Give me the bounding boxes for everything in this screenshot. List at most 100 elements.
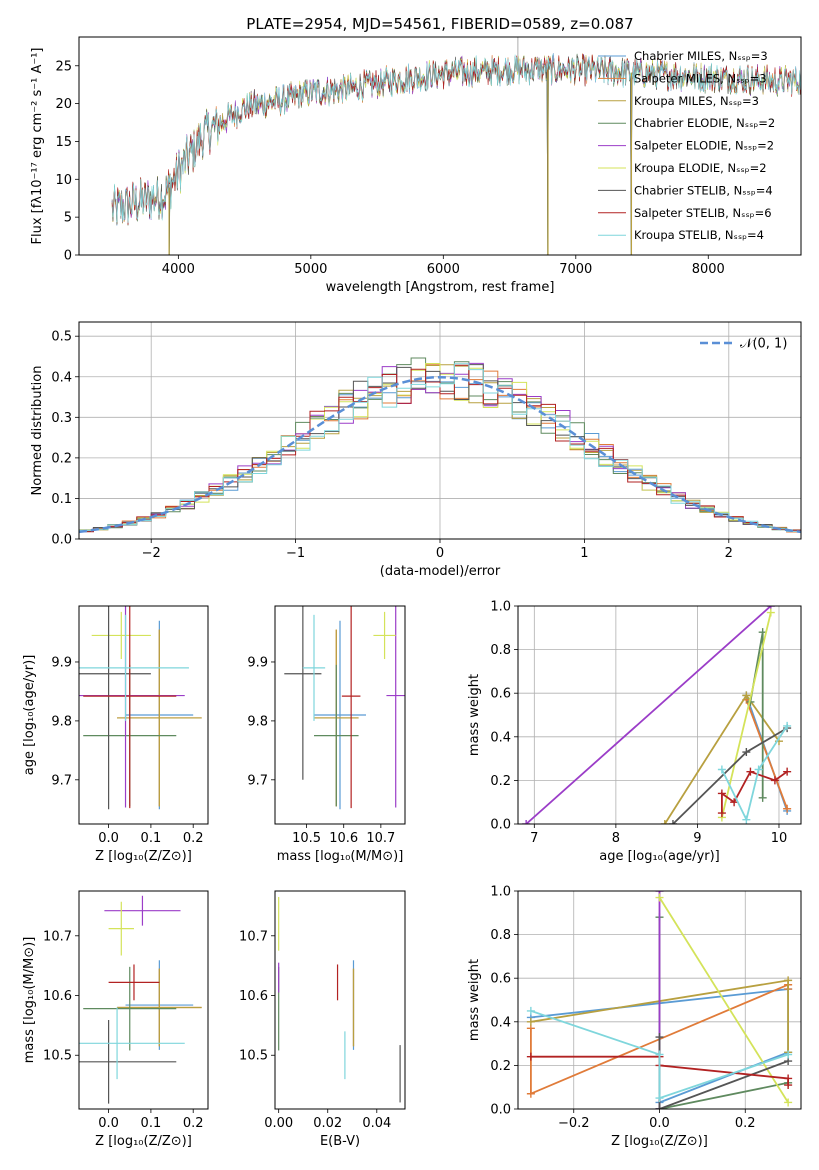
weight-point-marker bbox=[717, 789, 726, 798]
errorbar-point bbox=[117, 968, 202, 1047]
x-tick-label: 0 bbox=[436, 546, 444, 561]
weight-point-marker bbox=[526, 1017, 535, 1026]
errorbar-point bbox=[91, 611, 151, 660]
weight-point-marker bbox=[742, 815, 751, 824]
y-tick-label: 9.9 bbox=[247, 655, 268, 670]
weight-series-line bbox=[745, 699, 788, 810]
y-tick-label: 9.7 bbox=[247, 773, 268, 788]
y-tick-label: 0.2 bbox=[51, 451, 72, 466]
y-tick-label: 0.4 bbox=[490, 1015, 511, 1030]
y-axis-label: Normed distribution bbox=[30, 366, 45, 496]
y-tick-label: 10.5 bbox=[43, 1049, 72, 1064]
weight-point-marker bbox=[522, 820, 531, 824]
plot-area-spectrum bbox=[111, 37, 801, 255]
errorbar-point bbox=[83, 606, 177, 809]
weight-series-line bbox=[525, 606, 772, 824]
weight-point-marker bbox=[784, 1081, 793, 1090]
x-tick-label: 0.2 bbox=[735, 1116, 756, 1131]
weight-point-marker bbox=[783, 767, 792, 776]
errorbar-point bbox=[373, 611, 396, 660]
plot-area-residuals bbox=[79, 357, 801, 534]
plot-area-age-vs-Z bbox=[79, 606, 202, 810]
x-tick-label: 10.7 bbox=[366, 831, 395, 846]
residuals-legend: 𝒩(0, 1) bbox=[700, 337, 787, 352]
y-tick-label: 0.0 bbox=[490, 1103, 511, 1118]
y-tick-label: 10.5 bbox=[239, 1049, 268, 1064]
x-tick-label: 10.5 bbox=[292, 831, 321, 846]
panel-mass-vs-Z: 0.0 0.1 0.2 10.5 10.6 10.7 Z [log₁₀(Z/Z⊙)] mass… bbox=[22, 890, 209, 1149]
x-axis-label: mass [log₁₀(M/M⊙)] bbox=[277, 849, 404, 864]
weight-point-marker bbox=[655, 893, 664, 902]
y-tick-label: 0.5 bbox=[51, 330, 72, 345]
y-tick-label: 0.6 bbox=[490, 972, 511, 987]
y-tick-label: 0.1 bbox=[51, 492, 72, 507]
x-tick-label: 4000 bbox=[162, 262, 195, 277]
legend-entry: Salpeter STELIB, Nₛₛₚ=6 bbox=[634, 206, 772, 220]
axes-frame bbox=[517, 605, 802, 825]
weight-point-marker bbox=[526, 1089, 535, 1098]
x-tick-label: 0.00 bbox=[264, 1116, 293, 1131]
weight-point-marker bbox=[746, 767, 755, 776]
legend-entry: Salpeter ELODIE, Nₛₛₚ=2 bbox=[634, 139, 774, 153]
y-tick-label: 1.0 bbox=[490, 885, 511, 900]
y-tick-label: 10.6 bbox=[43, 989, 72, 1004]
axes-frame bbox=[78, 605, 209, 825]
y-tick-label: 0.8 bbox=[490, 643, 511, 658]
weight-point-marker bbox=[784, 1050, 793, 1059]
y-tick-label: 10.6 bbox=[239, 989, 268, 1004]
y-tick-label: 9.7 bbox=[51, 773, 72, 788]
weight-point-marker bbox=[730, 798, 739, 807]
errorbar-point bbox=[79, 614, 189, 721]
spectrum-series-line bbox=[111, 53, 801, 226]
y-tick-label: 15 bbox=[55, 135, 72, 150]
y-tick-label: 1.0 bbox=[490, 600, 511, 615]
plot-area-mass-weight-vs-Z bbox=[526, 891, 793, 1109]
x-tick-label: 9 bbox=[693, 831, 701, 846]
x-tick-label: 8000 bbox=[692, 262, 725, 277]
x-tick-label: −2 bbox=[142, 546, 161, 561]
y-axis-label: age [log₁₀(age/yr)] bbox=[22, 655, 37, 776]
errorbar-point bbox=[108, 901, 134, 956]
legend-entry: Kroupa MILES, Nₛₛₚ=3 bbox=[634, 94, 759, 108]
x-axis-label: wavelength [Angstrom, rest frame] bbox=[326, 280, 555, 295]
legend-entry: Salpeter MILES, Nₛₛₚ=3 bbox=[634, 71, 767, 85]
y-tick-label: 20 bbox=[55, 97, 72, 112]
x-axis-label: Z [log₁₀(Z/Z⊙)] bbox=[95, 849, 192, 864]
weight-point-marker bbox=[742, 691, 751, 700]
plot-area-mass-vs-Z bbox=[79, 895, 202, 1104]
y-tick-label: 0.2 bbox=[490, 1059, 511, 1074]
x-tick-label: 1 bbox=[580, 546, 588, 561]
errorbar-point bbox=[314, 620, 366, 810]
x-axis-label: Z [log₁₀(Z/Z⊙)] bbox=[611, 1134, 708, 1149]
x-tick-label: 10.6 bbox=[329, 831, 358, 846]
weight-point-marker bbox=[717, 765, 726, 774]
weight-point-marker bbox=[655, 1094, 664, 1103]
panel-age-vs-mass: 10.5 10.6 10.7 9.7 9.8 9.9 mass [log₁₀(M/M⊙)] bbox=[247, 605, 406, 864]
errorbar-point bbox=[79, 1007, 185, 1080]
y-tick-label: 9.8 bbox=[247, 714, 268, 729]
errorbar-point bbox=[79, 606, 151, 810]
legend-entry: 𝒩(0, 1) bbox=[740, 337, 787, 352]
y-axis-label: mass [log₁₀(M/M⊙)] bbox=[22, 937, 37, 1064]
weight-series-line bbox=[530, 1010, 789, 1100]
y-axis-label: Flux [fλ10⁻¹⁷ erg cm⁻² s⁻¹ A⁻¹] bbox=[30, 48, 45, 245]
y-tick-label: 9.9 bbox=[51, 655, 72, 670]
y-tick-label: 0.4 bbox=[490, 730, 511, 745]
y-tick-label: 10 bbox=[55, 173, 72, 188]
panel-mass-weight-vs-age: 7 8 9 10 0.0 0.2 0.4 0.6 0.8 1.0 age [log₁₀(age/yr… bbox=[467, 600, 802, 864]
weight-point-marker bbox=[526, 1052, 535, 1061]
errorbar-point bbox=[284, 606, 322, 780]
x-tick-label: 7000 bbox=[559, 262, 592, 277]
x-tick-label: 0.04 bbox=[362, 1116, 391, 1131]
weight-point-marker bbox=[742, 748, 751, 757]
y-tick-label: 25 bbox=[55, 59, 72, 74]
weight-point-marker bbox=[766, 608, 775, 617]
histogram-series bbox=[79, 364, 801, 534]
y-tick-label: 5 bbox=[64, 211, 72, 226]
x-axis-label: E(B-V) bbox=[320, 1134, 360, 1149]
panel-residuals: −2 −1 0 1 2 0.0 0.1 0.2 0.3 0.4 0.5 (data-model)/er… bbox=[30, 321, 802, 579]
panel-mass-vs-ebv: 0.00 0.02 0.04 10.5 10.6 10.7 E(B-V) bbox=[239, 890, 406, 1149]
weight-point-marker bbox=[655, 1105, 664, 1109]
axes-frame bbox=[78, 36, 802, 256]
